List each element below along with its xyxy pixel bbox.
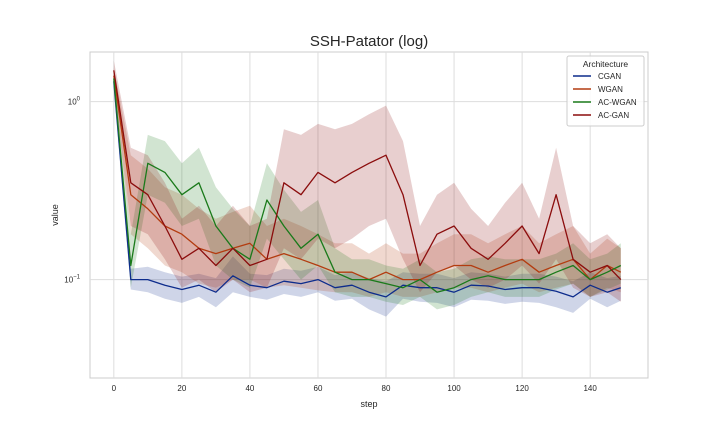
x-tick-label: 0 [112, 384, 117, 393]
y-axis-ticks: 10−1 100 [64, 97, 80, 285]
y-tick-label: 100 [68, 97, 81, 107]
y-axis-label: value [50, 204, 60, 226]
legend-label-wgan: WGAN [598, 85, 623, 94]
band-ac-gan [113, 60, 621, 302]
line-cgan [113, 81, 622, 298]
x-tick-label: 100 [447, 384, 461, 393]
legend-entries: CGAN WGAN AC-WGAN AC-GAN [573, 72, 637, 120]
x-tick-label: 140 [583, 384, 597, 393]
band-ac-wgan [113, 70, 621, 310]
x-tick-label: 120 [515, 384, 529, 393]
legend-box [566, 55, 645, 127]
y-tick-label: 10−1 [64, 275, 80, 285]
legend-label-ac-gan: AC-GAN [598, 111, 629, 120]
line-ac-gan [113, 70, 622, 281]
x-tick-label: 20 [177, 384, 186, 393]
plot-area [89, 51, 649, 379]
chart-title: SSH-Patator (log) [310, 33, 428, 50]
series-lines [113, 70, 622, 298]
legend-label-ac-wgan: AC-WGAN [598, 98, 637, 107]
x-tick-label: 40 [245, 384, 254, 393]
line-ac-wgan [113, 78, 622, 293]
band-cgan [113, 72, 621, 317]
confidence-bands [113, 60, 621, 317]
x-axis-label: step [360, 399, 377, 409]
x-axis-ticks: 0 20 40 60 80 100 120 140 [112, 384, 598, 393]
legend-label-cgan: CGAN [598, 72, 621, 81]
legend: Architecture CGAN WGAN AC-WGAN AC-GAN [566, 55, 645, 127]
legend-title: Architecture [583, 59, 629, 69]
x-tick-label: 80 [382, 384, 391, 393]
x-tick-label: 60 [314, 384, 323, 393]
band-wgan [113, 67, 621, 297]
